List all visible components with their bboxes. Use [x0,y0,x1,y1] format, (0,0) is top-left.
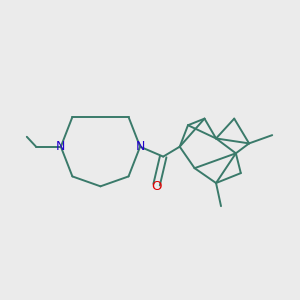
Text: N: N [135,140,145,153]
Text: O: O [152,180,162,193]
Text: N: N [56,140,65,153]
Text: methyl: methyl [33,143,38,144]
